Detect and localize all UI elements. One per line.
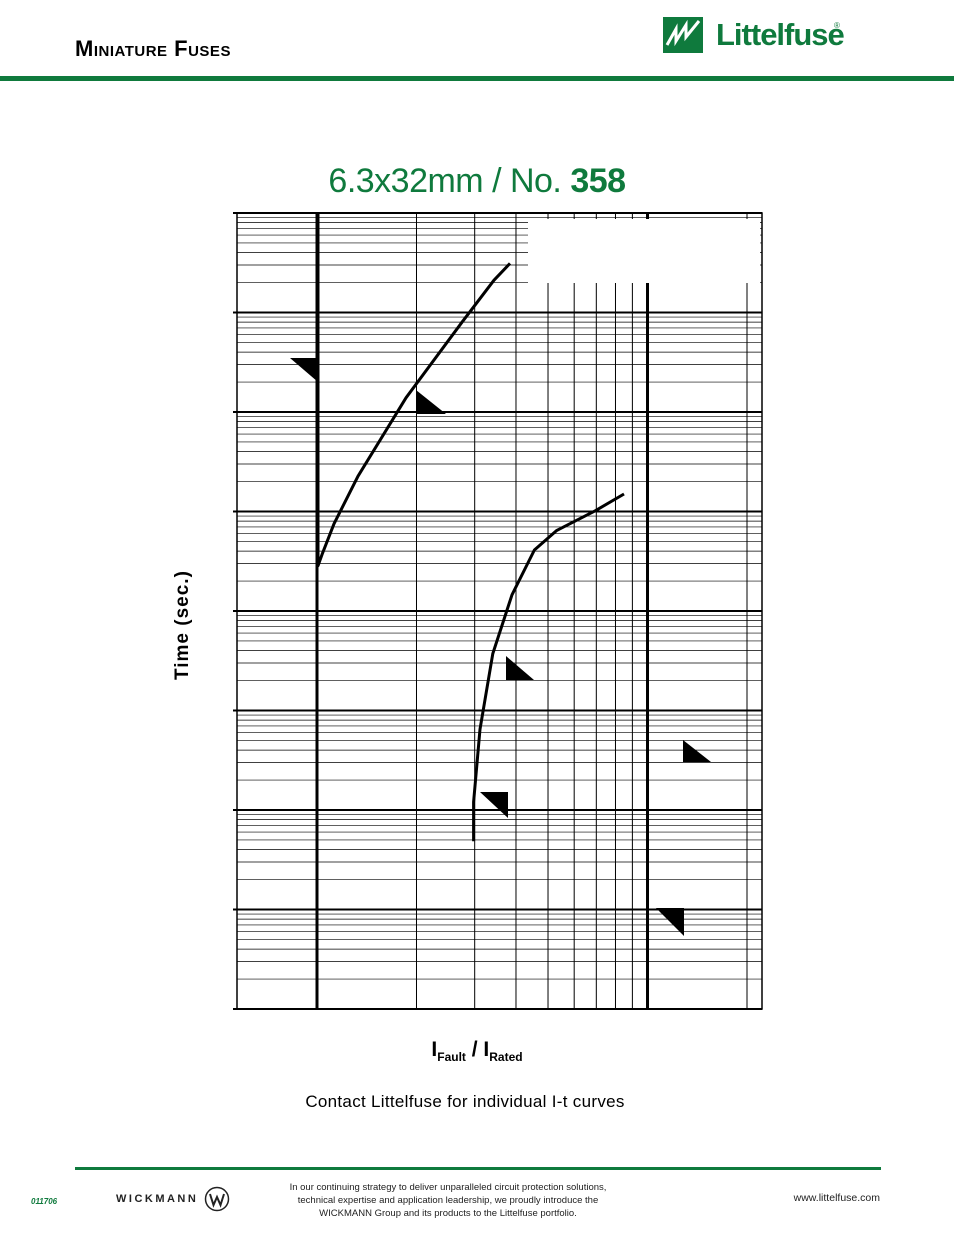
x-label-i1: I — [431, 1038, 438, 1061]
curve-marker — [683, 740, 711, 762]
chart-markers — [290, 358, 711, 936]
chart-curves — [316, 213, 625, 842]
statement-line-1: In our continuing strategy to deliver un… — [289, 1182, 607, 1193]
header-rule — [0, 76, 954, 81]
page-section-title: Miniature Fuses — [75, 36, 231, 61]
curve-series-2 — [472, 492, 625, 842]
curve-series-1 — [316, 213, 512, 568]
website-link[interactable]: www.littelfuse.com — [793, 1192, 880, 1204]
document-code: 011706 — [31, 1197, 58, 1206]
x-label-rated: Rated — [489, 1050, 523, 1064]
x-axis-label: IFault / IRated — [0, 1038, 954, 1064]
brand-name: Littelfuse — [716, 17, 845, 52]
partnership-statement: In our continuing strategy to deliver un… — [260, 1181, 636, 1220]
littelfuse-logo-icon — [663, 17, 703, 53]
statement-line-2: technical expertise and application lead… — [297, 1195, 599, 1206]
y-axis-label: Time (sec.) — [172, 570, 193, 680]
contact-note: Contact Littelfuse for individual I-t cu… — [305, 1092, 625, 1111]
x-label-fault: Fault — [437, 1050, 466, 1064]
curve-marker — [416, 390, 446, 414]
wickmann-name: WICKMANN — [116, 1193, 199, 1205]
chart-title-main: 6.3x32mm / No. — [328, 162, 562, 200]
footer-rule — [75, 1167, 881, 1170]
chart-grid — [233, 212, 763, 1010]
wickmann-emblem-icon — [205, 1186, 230, 1212]
curve-marker — [506, 656, 534, 680]
curve-marker — [656, 908, 684, 936]
curve-marker — [290, 358, 318, 382]
chart-title-number: 358 — [570, 162, 626, 200]
statement-line-3: WICKMANN Group and its products to the L… — [319, 1208, 577, 1219]
littelfuse-logo: Littelfuse ® — [662, 15, 845, 57]
chart-title: 6.3x32mm / No. 358 — [0, 162, 954, 201]
x-label-sep: / I — [465, 1038, 490, 1061]
legend-area — [528, 219, 760, 283]
wickmann-logo: WICKMANN — [116, 1186, 230, 1212]
registered-mark: ® — [834, 21, 840, 30]
curve-marker — [480, 792, 508, 818]
